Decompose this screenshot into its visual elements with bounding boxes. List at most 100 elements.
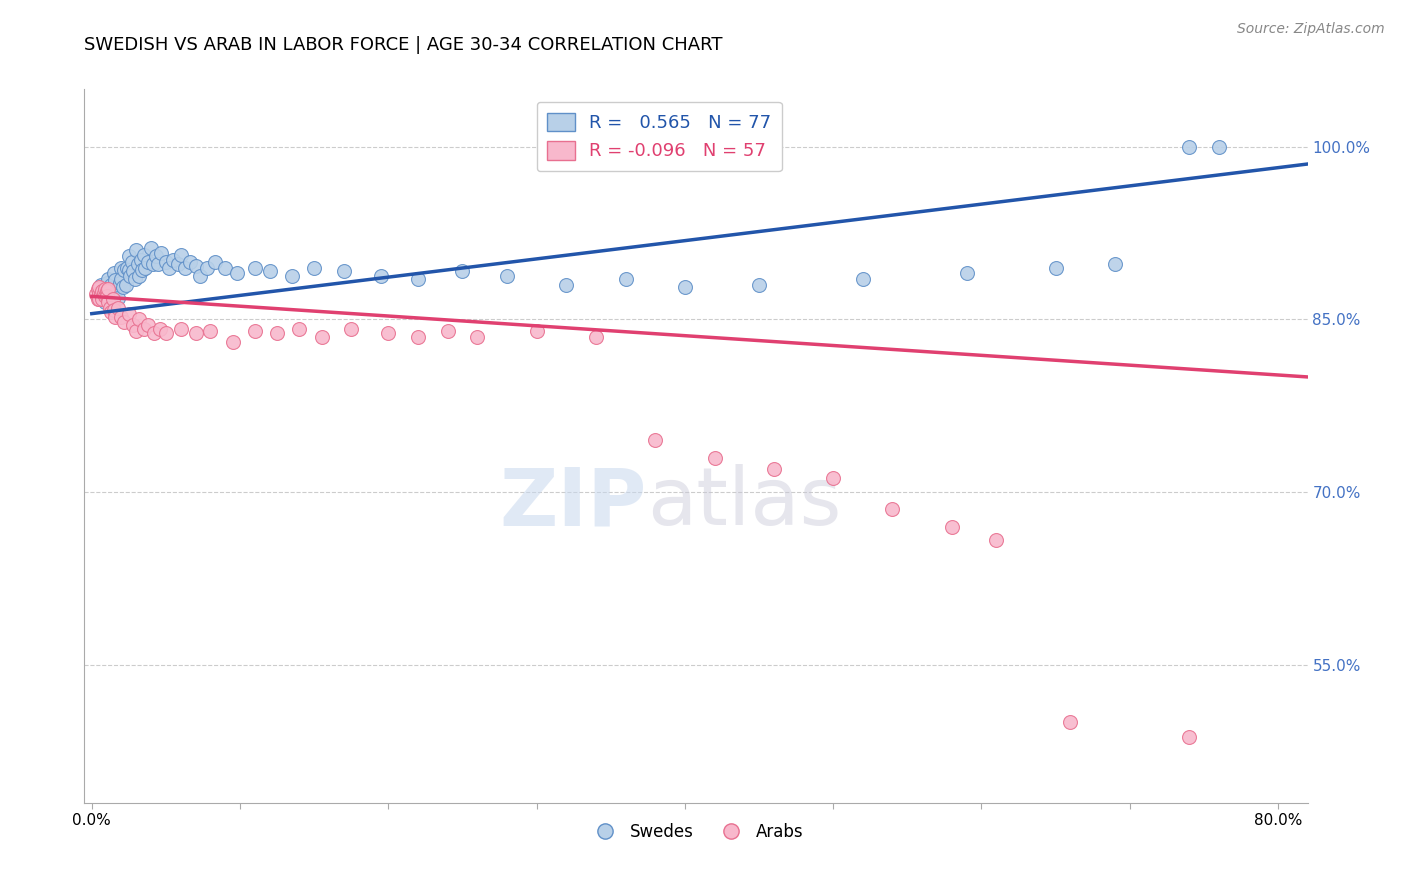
Point bbox=[184, 326, 207, 341]
Point bbox=[100, 305, 122, 319]
Point bbox=[131, 263, 153, 277]
Point bbox=[118, 249, 141, 263]
Legend: Swedes, Arabs: Swedes, Arabs bbox=[582, 817, 810, 848]
Point bbox=[136, 255, 159, 269]
Point bbox=[110, 272, 132, 286]
Point bbox=[122, 318, 145, 333]
Point bbox=[644, 434, 666, 448]
Point bbox=[200, 324, 222, 338]
Point bbox=[96, 284, 118, 298]
Point bbox=[179, 255, 201, 269]
Point bbox=[96, 276, 118, 290]
Point bbox=[134, 260, 156, 275]
Point bbox=[101, 285, 124, 300]
Point bbox=[97, 283, 120, 297]
Point bbox=[101, 292, 124, 306]
Point bbox=[451, 264, 474, 278]
Point bbox=[370, 268, 392, 283]
Point bbox=[122, 264, 145, 278]
Point bbox=[89, 292, 111, 306]
Point bbox=[703, 450, 725, 465]
Point bbox=[436, 324, 458, 338]
Point bbox=[406, 272, 429, 286]
Text: ZIP: ZIP bbox=[499, 464, 647, 542]
Point bbox=[112, 315, 135, 329]
Point bbox=[117, 260, 139, 275]
Point bbox=[762, 462, 785, 476]
Point bbox=[108, 276, 131, 290]
Point bbox=[281, 268, 304, 283]
Point bbox=[86, 292, 108, 306]
Point bbox=[136, 318, 159, 333]
Point bbox=[465, 329, 488, 343]
Point bbox=[91, 292, 114, 306]
Point bbox=[585, 329, 607, 343]
Point bbox=[986, 533, 1008, 548]
Point bbox=[132, 321, 155, 335]
Point bbox=[333, 264, 356, 278]
Point bbox=[110, 260, 132, 275]
Point bbox=[266, 326, 288, 341]
Point bbox=[823, 471, 845, 485]
Point bbox=[132, 248, 155, 262]
Point bbox=[149, 321, 172, 335]
Point bbox=[96, 289, 118, 303]
Point bbox=[1178, 140, 1201, 154]
Point bbox=[170, 321, 193, 335]
Point bbox=[614, 272, 637, 286]
Point bbox=[125, 244, 148, 258]
Point bbox=[120, 268, 142, 283]
Point bbox=[110, 310, 132, 324]
Point bbox=[157, 260, 180, 275]
Point bbox=[98, 283, 121, 297]
Point bbox=[748, 277, 770, 292]
Point bbox=[1104, 257, 1126, 271]
Point bbox=[555, 277, 578, 292]
Point bbox=[214, 260, 236, 275]
Point bbox=[526, 324, 548, 338]
Point bbox=[98, 292, 121, 306]
Point bbox=[103, 303, 125, 318]
Point bbox=[103, 266, 125, 280]
Point bbox=[97, 272, 120, 286]
Point bbox=[496, 268, 519, 283]
Point bbox=[204, 255, 226, 269]
Point bbox=[162, 252, 184, 267]
Point bbox=[243, 260, 266, 275]
Point bbox=[311, 329, 333, 343]
Point bbox=[115, 277, 138, 292]
Point bbox=[197, 260, 219, 275]
Point bbox=[118, 307, 141, 321]
Point bbox=[124, 272, 146, 286]
Point bbox=[340, 321, 363, 335]
Point bbox=[97, 295, 120, 310]
Point bbox=[104, 310, 127, 324]
Point bbox=[93, 280, 115, 294]
Point bbox=[96, 289, 118, 303]
Point bbox=[84, 287, 107, 301]
Point bbox=[188, 268, 211, 283]
Point bbox=[148, 257, 170, 271]
Point bbox=[170, 248, 193, 262]
Point bbox=[259, 264, 281, 278]
Point bbox=[288, 321, 311, 335]
Point bbox=[243, 324, 266, 338]
Point bbox=[155, 326, 177, 341]
Point bbox=[105, 283, 128, 297]
Text: SWEDISH VS ARAB IN LABOR FORCE | AGE 30-34 CORRELATION CHART: SWEDISH VS ARAB IN LABOR FORCE | AGE 30-… bbox=[84, 36, 723, 54]
Point bbox=[145, 249, 167, 263]
Point bbox=[89, 285, 111, 300]
Point bbox=[941, 519, 963, 533]
Point bbox=[127, 257, 149, 271]
Point bbox=[882, 502, 904, 516]
Point bbox=[86, 283, 108, 297]
Point bbox=[125, 324, 148, 338]
Point bbox=[1208, 140, 1230, 154]
Point bbox=[1178, 730, 1201, 744]
Point bbox=[94, 295, 117, 310]
Point bbox=[166, 257, 188, 271]
Point bbox=[96, 284, 118, 298]
Point bbox=[302, 260, 325, 275]
Point bbox=[150, 245, 173, 260]
Point bbox=[89, 284, 111, 298]
